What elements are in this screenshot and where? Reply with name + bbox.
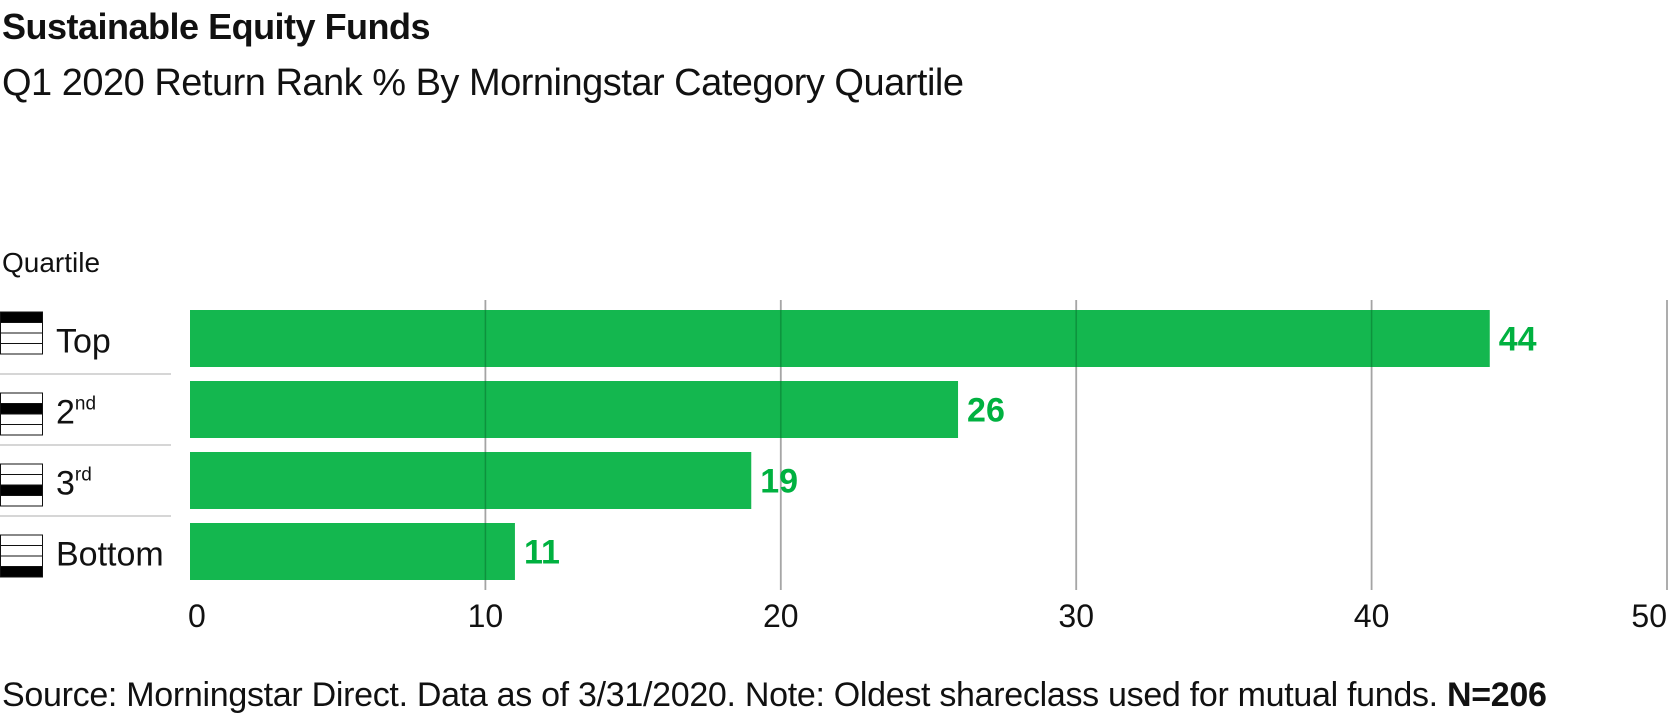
- x-tick-label-30: 30: [1058, 598, 1094, 634]
- x-tick-label-40: 40: [1354, 598, 1390, 634]
- category-label-1: 2nd: [56, 394, 96, 432]
- quartile-stripe: [0, 495, 43, 507]
- quartile-stripe: [0, 474, 43, 486]
- quartile-stripe: [0, 403, 43, 415]
- bar-2: [190, 452, 752, 509]
- bar-0: [190, 310, 1490, 367]
- data-label-0: 44: [1499, 321, 1537, 359]
- footnote: Source: Morningstar Direct. Data as of 3…: [2, 676, 1547, 715]
- category-label-3: Bottom: [56, 536, 164, 574]
- quartile-stripe: [0, 311, 43, 323]
- y-axis-label: Quartile: [2, 247, 101, 278]
- quartile-stripe: [0, 566, 43, 578]
- chart-subtitle: Q1 2020 Return Rank % By Morningstar Cat…: [2, 62, 964, 104]
- category-label-2: 3rd: [56, 465, 92, 503]
- bar-1: [190, 381, 959, 438]
- quartile-stripe: [0, 413, 43, 425]
- quartile-3rd-icon: [0, 463, 43, 507]
- quartile-stripe: [0, 534, 43, 546]
- quartile-top-icon: [0, 311, 43, 355]
- quartile-stripe: [0, 555, 43, 567]
- quartile-stripe: [0, 463, 43, 475]
- quartile-2nd-icon: [0, 392, 43, 436]
- x-tick-label-50: 50: [1631, 598, 1667, 634]
- quartile-stripe: [0, 332, 43, 344]
- chart-title: Sustainable Equity Funds: [2, 6, 431, 47]
- x-tick-label-0: 0: [188, 598, 206, 634]
- quartile-stripe: [0, 392, 43, 404]
- footnote-text: Source: Morningstar Direct. Data as of 3…: [2, 676, 1438, 714]
- quartile-stripe: [0, 424, 43, 436]
- quartile-bottom-icon: [0, 534, 43, 578]
- data-label-1: 26: [967, 392, 1005, 430]
- data-label-3: 11: [524, 534, 560, 572]
- quartile-stripe: [0, 322, 43, 334]
- bar-chart: 44 26 19 11 Top 2nd 3rd Bottom 0 10 20 30 40 50: [0, 300, 1668, 634]
- x-tick-label-20: 20: [763, 598, 799, 634]
- quartile-stripe: [0, 484, 43, 496]
- quartile-stripe: [0, 343, 43, 355]
- data-label-2: 19: [760, 463, 798, 501]
- category-label-0: Top: [56, 323, 111, 361]
- quartile-stripe: [0, 545, 43, 557]
- sample-size: N=206: [1446, 676, 1547, 714]
- x-tick-label-10: 10: [468, 598, 504, 634]
- bar-3: [190, 523, 515, 580]
